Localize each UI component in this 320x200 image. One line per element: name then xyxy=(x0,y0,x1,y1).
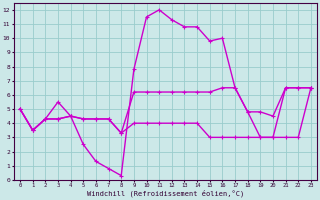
X-axis label: Windchill (Refroidissement éolien,°C): Windchill (Refroidissement éolien,°C) xyxy=(87,190,244,197)
